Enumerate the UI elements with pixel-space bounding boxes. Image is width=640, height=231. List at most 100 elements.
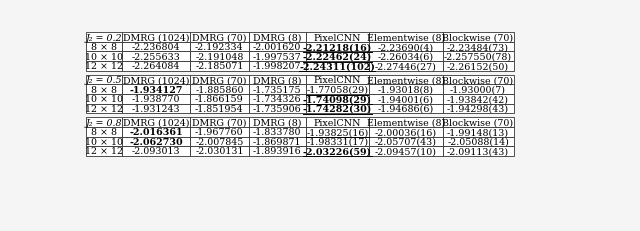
- Bar: [306, 127, 369, 137]
- Bar: [190, 118, 248, 127]
- Text: Blockwise (70): Blockwise (70): [442, 118, 514, 127]
- Bar: [369, 52, 443, 62]
- Bar: [369, 118, 443, 127]
- Text: -2.26152(50): -2.26152(50): [447, 62, 509, 71]
- Bar: [122, 85, 190, 95]
- Text: -1.74098(29): -1.74098(29): [303, 95, 372, 104]
- Text: -2.016361: -2.016361: [129, 128, 182, 137]
- Text: -1.997537: -1.997537: [253, 53, 301, 61]
- Text: -2.09113(43): -2.09113(43): [447, 147, 509, 156]
- Text: Elementwise (8): Elementwise (8): [367, 33, 445, 42]
- Text: DMRG (1024): DMRG (1024): [123, 33, 189, 42]
- Text: 8 × 8: 8 × 8: [91, 128, 117, 137]
- Bar: [306, 118, 369, 127]
- Bar: [122, 52, 190, 62]
- Text: -1.934127: -1.934127: [129, 85, 182, 94]
- Bar: [86, 146, 122, 156]
- Text: -2.236804: -2.236804: [132, 43, 180, 52]
- Bar: [248, 43, 306, 52]
- Bar: [369, 146, 443, 156]
- Bar: [248, 127, 306, 137]
- Text: Elementwise (8): Elementwise (8): [367, 118, 445, 127]
- Bar: [248, 75, 306, 85]
- Text: 10 × 10: 10 × 10: [85, 95, 123, 104]
- Text: -2.264084: -2.264084: [132, 62, 180, 71]
- Text: -1.99148(13): -1.99148(13): [447, 128, 509, 137]
- Text: 10 × 10: 10 × 10: [85, 137, 123, 146]
- Bar: [86, 137, 122, 146]
- Bar: [306, 146, 369, 156]
- Text: -1.735906: -1.735906: [253, 104, 301, 113]
- Text: Blockwise (70): Blockwise (70): [442, 33, 514, 42]
- Bar: [248, 137, 306, 146]
- Text: -1.94298(43): -1.94298(43): [447, 104, 509, 113]
- Bar: [306, 62, 369, 71]
- Text: -2.255633: -2.255633: [131, 53, 180, 61]
- Text: DMRG (8): DMRG (8): [253, 33, 301, 42]
- Text: -1.94686(6): -1.94686(6): [378, 104, 434, 113]
- Bar: [443, 127, 513, 137]
- Text: DMRG (70): DMRG (70): [192, 118, 246, 127]
- Bar: [443, 137, 513, 146]
- Text: -1.93018(8): -1.93018(8): [378, 85, 434, 94]
- Text: 12 × 12: 12 × 12: [85, 104, 123, 113]
- Text: 8 × 8: 8 × 8: [91, 43, 117, 52]
- Bar: [306, 85, 369, 95]
- Bar: [248, 62, 306, 71]
- Bar: [86, 85, 122, 95]
- Text: -1.93000(7): -1.93000(7): [450, 85, 506, 94]
- Text: -2.185071: -2.185071: [195, 62, 244, 71]
- Bar: [369, 62, 443, 71]
- Text: DMRG (8): DMRG (8): [253, 76, 301, 85]
- Text: -2.26034(6): -2.26034(6): [378, 53, 434, 61]
- Bar: [122, 137, 190, 146]
- Bar: [122, 43, 190, 52]
- Text: Elementwise (8): Elementwise (8): [367, 76, 445, 85]
- Bar: [86, 127, 122, 137]
- Text: DMRG (1024): DMRG (1024): [123, 118, 189, 127]
- Text: -1.866159: -1.866159: [195, 95, 244, 104]
- Bar: [190, 52, 248, 62]
- Bar: [306, 104, 369, 114]
- Text: J₂ = 0.8: J₂ = 0.8: [86, 118, 122, 127]
- Text: DMRG (70): DMRG (70): [192, 76, 246, 85]
- Bar: [248, 146, 306, 156]
- Text: J₂ = 0.5: J₂ = 0.5: [86, 76, 122, 85]
- Bar: [86, 52, 122, 62]
- Bar: [248, 95, 306, 104]
- Text: PixelCNN: PixelCNN: [314, 118, 361, 127]
- Bar: [86, 95, 122, 104]
- Text: DMRG (70): DMRG (70): [192, 33, 246, 42]
- Bar: [369, 95, 443, 104]
- Bar: [443, 62, 513, 71]
- Bar: [122, 146, 190, 156]
- Text: DMRG (1024): DMRG (1024): [123, 76, 189, 85]
- Text: -2.257550(78): -2.257550(78): [444, 53, 512, 61]
- Text: -1.998207: -1.998207: [253, 62, 301, 71]
- Bar: [86, 43, 122, 52]
- Bar: [122, 95, 190, 104]
- Text: -1.735175: -1.735175: [253, 85, 301, 94]
- Text: -2.03226(59): -2.03226(59): [303, 147, 372, 156]
- Bar: [248, 85, 306, 95]
- Bar: [306, 33, 369, 43]
- Bar: [122, 33, 190, 43]
- Text: -1.938770: -1.938770: [132, 95, 180, 104]
- Text: -2.00036(16): -2.00036(16): [375, 128, 437, 137]
- Text: -2.23484(73): -2.23484(73): [447, 43, 509, 52]
- Bar: [369, 104, 443, 114]
- Text: 10 × 10: 10 × 10: [85, 53, 123, 61]
- Bar: [443, 52, 513, 62]
- Text: -2.191048: -2.191048: [195, 53, 244, 61]
- Bar: [190, 104, 248, 114]
- Bar: [86, 118, 122, 127]
- Text: DMRG (8): DMRG (8): [253, 118, 301, 127]
- Text: J₂ = 0.2: J₂ = 0.2: [86, 33, 122, 42]
- Text: -1.93825(16): -1.93825(16): [307, 128, 369, 137]
- Text: -2.062730: -2.062730: [129, 137, 182, 146]
- Text: -1.74282(30): -1.74282(30): [303, 104, 372, 113]
- Bar: [369, 33, 443, 43]
- Bar: [369, 75, 443, 85]
- Text: -1.851954: -1.851954: [195, 104, 244, 113]
- Bar: [443, 85, 513, 95]
